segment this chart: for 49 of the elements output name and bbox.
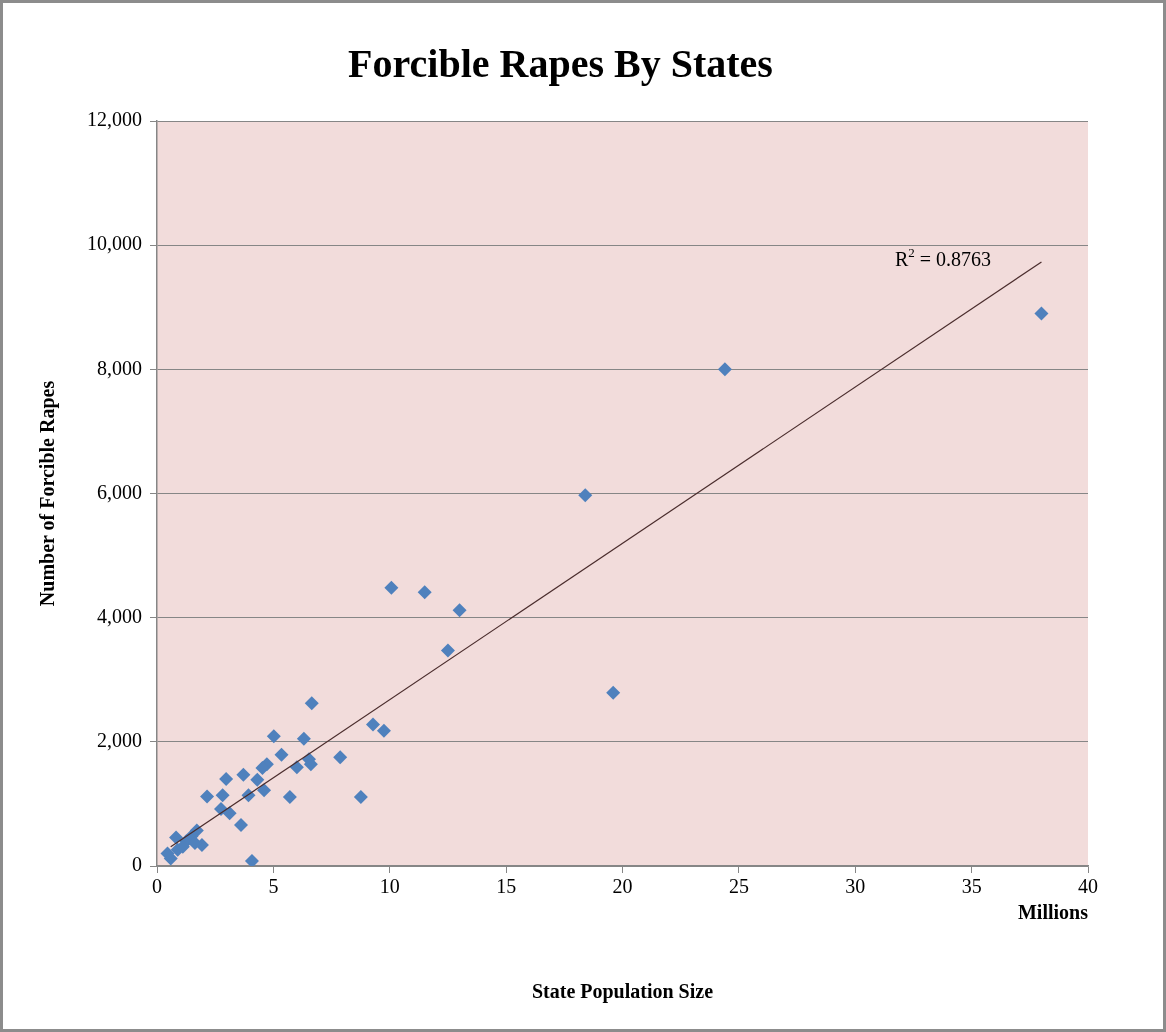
point	[1034, 306, 1049, 321]
y-tick-label: 10,000	[87, 232, 142, 255]
point	[234, 818, 249, 833]
point	[215, 788, 230, 803]
point	[169, 830, 184, 845]
x-axis-title: State Population Size	[531, 980, 714, 1004]
point	[333, 750, 348, 765]
point	[384, 580, 399, 595]
point	[417, 585, 432, 600]
x-tick-label: 40	[1078, 875, 1098, 898]
x-tick-label: 20	[612, 875, 633, 898]
x-tick-label: 15	[496, 875, 517, 898]
point	[578, 488, 593, 503]
y-tick-label: 2,000	[97, 729, 142, 752]
x-tick-label: 5	[268, 875, 279, 898]
point	[376, 723, 391, 738]
point	[606, 685, 621, 700]
x-tick-label: 35	[961, 875, 982, 898]
point	[440, 643, 455, 658]
y-tick-label: 6,000	[97, 480, 142, 503]
point	[274, 747, 289, 762]
point	[244, 854, 259, 866]
x-tick-label: 10	[379, 875, 400, 898]
point	[200, 789, 215, 804]
point	[236, 767, 251, 782]
y-tick-label: 4,000	[97, 604, 142, 627]
y-tick-label: 8,000	[97, 356, 142, 379]
y-tick-label: 12,000	[87, 108, 142, 131]
point	[266, 729, 281, 744]
point	[219, 772, 234, 787]
chart-title: Forcible Rapes By States	[348, 41, 773, 87]
x-tick-label: 0	[152, 875, 162, 898]
point	[187, 836, 202, 851]
point	[304, 696, 319, 711]
x-tick-label: 25	[728, 875, 749, 898]
y-tick-label: 0	[132, 853, 142, 876]
point	[365, 717, 380, 732]
point	[717, 362, 732, 377]
point	[353, 790, 368, 805]
text: Millions	[1017, 901, 1089, 924]
point	[255, 760, 270, 775]
x-tick-label: 30	[845, 875, 866, 898]
point	[282, 790, 297, 805]
point	[452, 603, 467, 618]
y-axis-title: Number of Forcible Rapes	[36, 380, 60, 607]
point	[257, 783, 272, 798]
point	[222, 806, 237, 821]
point	[250, 772, 265, 787]
point	[296, 731, 311, 746]
